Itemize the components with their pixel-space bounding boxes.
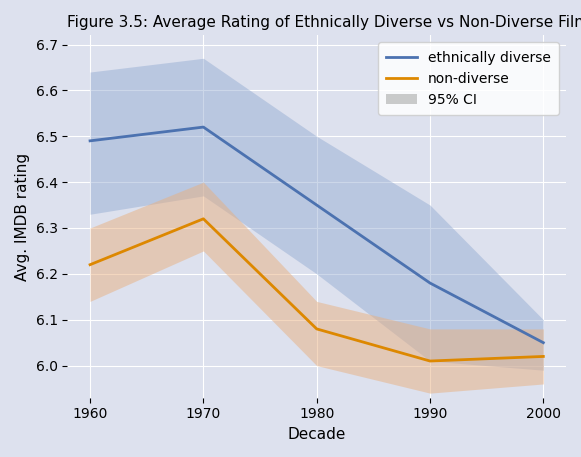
non-diverse — [313, 326, 320, 332]
Line: ethnically diverse: ethnically diverse — [90, 127, 543, 343]
non-diverse — [200, 216, 207, 222]
X-axis label: Decade: Decade — [288, 427, 346, 442]
ethnically diverse — [87, 138, 94, 143]
ethnically diverse — [313, 202, 320, 208]
Y-axis label: Avg. IMDB rating: Avg. IMDB rating — [15, 153, 30, 281]
non-diverse — [426, 358, 433, 364]
Text: Figure 3.5: Average Rating of Ethnically Diverse vs Non-Diverse Films: Figure 3.5: Average Rating of Ethnically… — [67, 15, 581, 30]
Legend: ethnically diverse, non-diverse, 95% CI: ethnically diverse, non-diverse, 95% CI — [378, 43, 559, 115]
non-diverse — [540, 354, 547, 359]
non-diverse — [87, 262, 94, 267]
ethnically diverse — [200, 124, 207, 130]
ethnically diverse — [540, 340, 547, 345]
Line: non-diverse: non-diverse — [90, 219, 543, 361]
ethnically diverse — [426, 280, 433, 286]
